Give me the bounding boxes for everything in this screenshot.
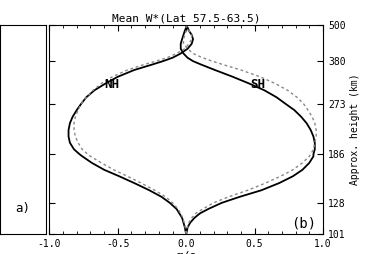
Text: (b): (b) — [291, 216, 317, 230]
Text: a): a) — [15, 202, 30, 215]
Text: SH: SH — [250, 78, 266, 91]
Text: NH: NH — [104, 78, 119, 91]
Y-axis label: Approx. height (km): Approx. height (km) — [350, 74, 359, 185]
X-axis label: m/s: m/s — [176, 251, 196, 254]
Title: Mean W*(Lat 57.5-63.5): Mean W*(Lat 57.5-63.5) — [112, 13, 260, 23]
